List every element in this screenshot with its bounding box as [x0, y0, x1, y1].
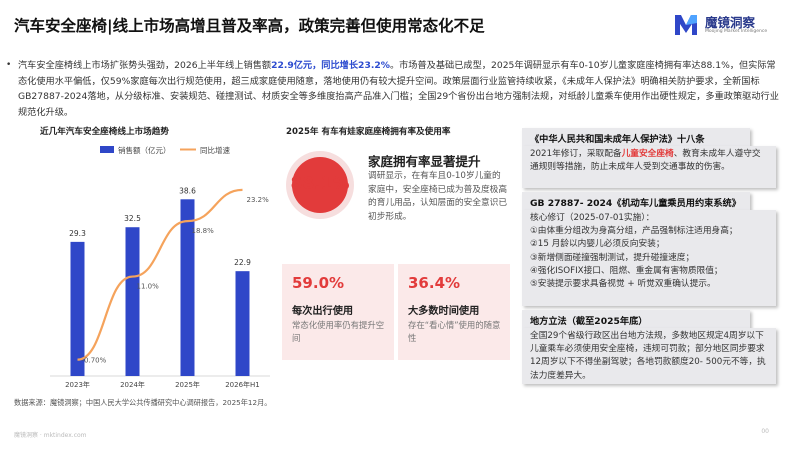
- bar-value-label: 38.6: [179, 186, 196, 195]
- usage-card-most-times: 36.4% 大多数时间使用 存在“看心情”使用的随意性: [398, 264, 510, 360]
- bar: [180, 199, 195, 376]
- ownership-ring-chart: [286, 151, 354, 219]
- policy-title: GB 27887- 2024《机动车儿童乘员用约束系统》: [530, 198, 741, 209]
- usage-card-desc: 存在“看心情”使用的随意性: [408, 320, 501, 343]
- intro-highlight: 22.9亿元，同比增长23.2%: [271, 60, 390, 71]
- section-title-survey: 2025年 有车有娃家庭座椅拥有率及使用率: [286, 127, 451, 137]
- x-tick-label: 2024年: [120, 380, 145, 389]
- policy-line: ④强化ISOFIX接口、阻燃、重金属有害物质限值；: [530, 265, 723, 276]
- policy-body-box-1: 2021年修订，采取配备儿童安全座椅、教育未成年人遵守交通规则等措施，防止未成年…: [522, 146, 776, 188]
- policy-body-highlight: 儿童安全座椅: [621, 149, 674, 159]
- bullet-marker: •: [6, 60, 12, 70]
- intro-text-2: 。市场普及基础已成型，2025年调研显示有车0-10岁儿童家庭座椅拥有率达88.…: [18, 60, 779, 118]
- ring-fill: [292, 157, 348, 213]
- usage-card-desc: 常态化使用率仍有提升空间: [292, 320, 385, 343]
- legend-swatch-bar: [100, 146, 114, 153]
- intro-paragraph: • 汽车安全座椅线上市场扩张势头强劲，2026上半年线上销售额22.9亿元，同比…: [6, 58, 784, 120]
- data-source: 数据来源：魔镜洞察；中国人民大学公共传播研究中心调研报告，2025年12月。: [14, 398, 272, 407]
- policy-line: ③新增侧面碰撞强制测试，提升碰撞速度；: [530, 252, 695, 263]
- policy-body-text: 、教育未成年人遵守交通规则等措施，防止未成年人受到交通事故的伤害。: [530, 149, 761, 173]
- section-title-trend: 近几年汽车安全座椅线上市场趋势: [40, 127, 169, 137]
- policy-body: 2021年修订，采取配备儿童安全座椅、教育未成年人遵守交通规则等措施，防止未成年…: [530, 148, 768, 174]
- x-tick-label: 2023年: [65, 380, 90, 389]
- bar: [125, 227, 140, 376]
- page-title: 汽车安全座椅|线上市场高增且普及率高，政策完善但使用常态化不足: [14, 17, 485, 35]
- intro-text-1: 汽车安全座椅线上市场扩张势头强劲，2026上半年线上销售额: [18, 60, 272, 71]
- logo-subtitle: Moojing Market Intelligence: [705, 29, 768, 34]
- x-tick-label: 2026年H1: [225, 380, 260, 389]
- legend-label-bar: 销售额（亿元）: [118, 145, 171, 155]
- ownership-headline: 家庭拥有率显著提升: [368, 154, 481, 169]
- line-value-label: 18.8%: [192, 227, 215, 235]
- policy-title-box-1: 《中华人民共和国未成年人保护法》十八条: [522, 128, 750, 146]
- policy-line: 核心修订（2025-07-01实施）：: [530, 213, 655, 223]
- x-tick-label: 2025年: [175, 380, 200, 389]
- bar-value-label: 29.3: [69, 229, 86, 238]
- usage-card-value: 59.0%: [292, 274, 345, 292]
- usage-card-value: 36.4%: [408, 274, 461, 292]
- policy-line: ①由体重分组改为身高分组，产品强制标注适用身高；: [530, 226, 738, 237]
- ownership-rate-value: 88.1%: [290, 174, 350, 194]
- policy-body: 核心修订（2025-07-01实施）： ①由体重分组改为身高分组，产品强制标注适…: [530, 212, 768, 291]
- logo-name: 魔镜洞察: [705, 15, 756, 30]
- policy-body-box-2: 核心修订（2025-07-01实施）： ①由体重分组改为身高分组，产品强制标注适…: [522, 210, 776, 306]
- sales-trend-chart: 销售额（亿元） 同比增速 29.3 2023年 32.5 2024年 38.6 2025年 22…: [50, 145, 270, 389]
- line-value-label: 23.2%: [247, 196, 270, 204]
- policy-title-box-2: GB 27887- 2024《机动车儿童乘员用约束系统》: [522, 192, 750, 210]
- policy-body-text: 2021年修订，采取配备: [530, 149, 622, 159]
- policy-title: 地方立法（截至2025年底）: [530, 316, 648, 327]
- brand-logo: 魔镜洞察 Moojing Market Intelligence: [673, 10, 783, 40]
- growth-line: [77, 188, 243, 361]
- policy-body: 全国29个省级行政区出台地方法规，多数地区规定4周岁以下儿童乘车必须使用安全座椅…: [530, 331, 766, 381]
- usage-card-title: 每次出行使用: [292, 306, 354, 317]
- usage-card-every-trip: 59.0% 每次出行使用 常态化使用率仍有提升空间: [282, 264, 394, 360]
- bar: [235, 271, 250, 376]
- policy-title-box-3: 地方立法（截至2025年底）: [522, 310, 750, 328]
- footer-text: 魔镜洞察 · mktindex.com: [14, 432, 87, 439]
- bar-value-label: 22.9: [234, 258, 251, 267]
- legend-label-line: 同比增速: [200, 145, 230, 155]
- policy-body-box-3: 全国29个省级行政区出台地方法规，多数地区规定4周岁以下儿童乘车必须使用安全座椅…: [522, 328, 776, 384]
- page-number: 00: [761, 428, 769, 435]
- policy-line: ⑤安装提示要求具备视觉 + 听觉双重确认提示。: [530, 279, 716, 290]
- policy-line: ②15 月龄以内婴儿必须反向安装；: [530, 239, 665, 250]
- bar: [70, 241, 85, 376]
- line-value-label: 11.0%: [137, 283, 160, 291]
- line-value-label: -0.70%: [82, 357, 107, 365]
- ownership-description: 调研显示，在有车且0-10岁儿童的家庭中，安全座椅已成为普及度极高的育儿用品，认…: [368, 171, 507, 222]
- logo-mark-icon: [675, 15, 697, 35]
- bar-value-label: 32.5: [124, 214, 141, 223]
- usage-card-title: 大多数时间使用: [408, 306, 480, 317]
- policy-title: 《中华人民共和国未成年人保护法》十八条: [530, 134, 705, 145]
